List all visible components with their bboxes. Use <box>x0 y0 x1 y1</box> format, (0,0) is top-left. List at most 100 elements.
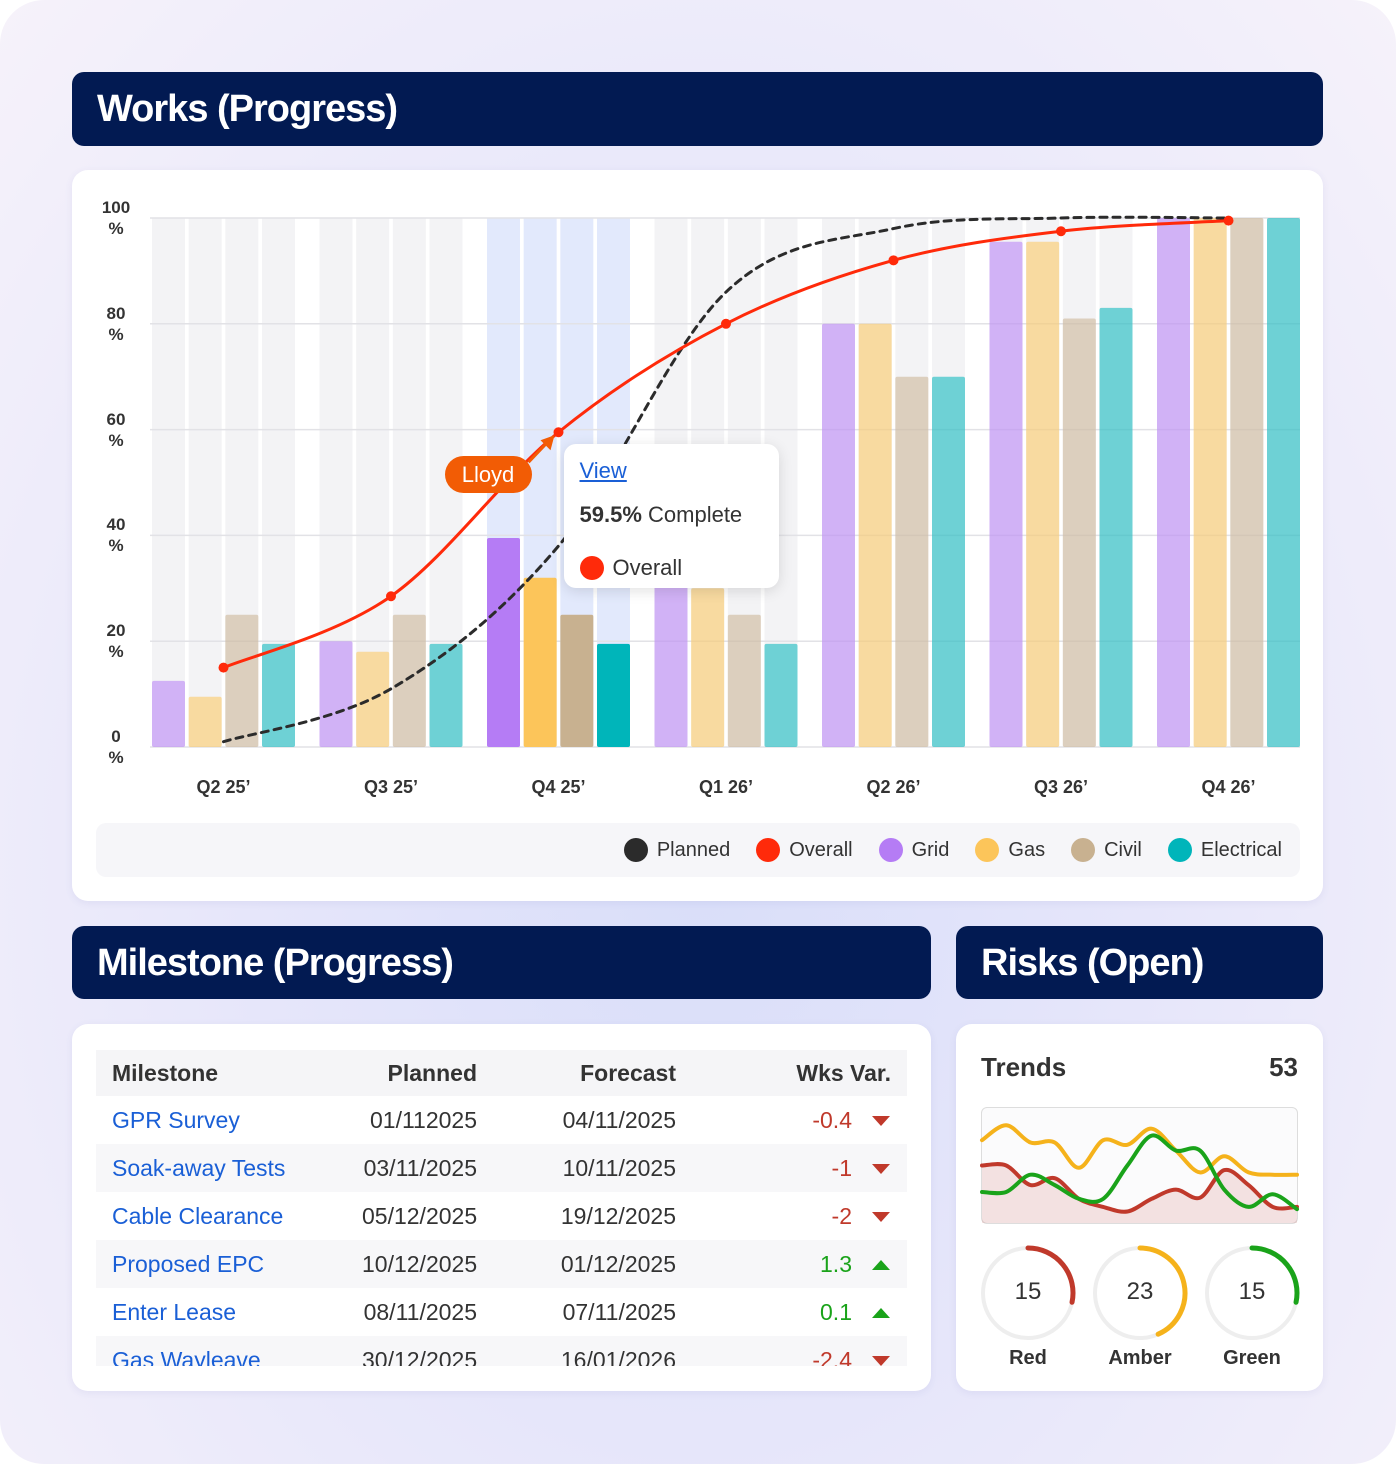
table-cell: Enter Lease <box>96 1288 346 1336</box>
gauge-value: 15 <box>1014 1278 1042 1305</box>
variance-arrow <box>852 1347 891 1367</box>
milestone-link[interactable]: Soak-away Tests <box>112 1154 286 1181</box>
cell-text: 07/11/2025 <box>562 1298 676 1325</box>
bar <box>654 577 688 747</box>
cell-text: 05/12/2025 <box>362 1202 478 1229</box>
annotation-arrowhead <box>540 435 555 451</box>
bar <box>1099 307 1133 747</box>
bar <box>319 641 353 747</box>
bar <box>597 643 630 747</box>
trends-title: Trends <box>981 1052 1067 1082</box>
table-cell: 01/112025 <box>346 1096 493 1144</box>
table-cell: 10/11/2025 <box>493 1144 692 1192</box>
table-cell: 05/12/2025 <box>346 1192 493 1240</box>
gauge-label: Amber <box>1108 1347 1172 1369</box>
legend-item: Overall <box>756 838 853 862</box>
legend: Planned Overall Grid Gas Civil Electrical <box>96 823 1300 877</box>
cell-text: 30/12/2025 <box>362 1346 478 1367</box>
table-cell: -2 <box>692 1192 907 1240</box>
tooltip-link[interactable]: View <box>579 458 627 484</box>
table-cell: 1.3 <box>692 1240 907 1288</box>
bar <box>152 680 185 747</box>
section-title: Risks (Open) <box>956 926 1323 999</box>
y-tick-label: 0 % <box>108 727 124 767</box>
trends-total: 53 <box>1269 1052 1298 1082</box>
legend-label: Electrical <box>1200 838 1282 861</box>
milestone-link[interactable]: GPR Survey <box>112 1106 240 1133</box>
point <box>386 591 396 602</box>
legend-item: Civil <box>1071 838 1142 862</box>
section-title: Milestone (Progress) <box>72 926 931 999</box>
x-tick-label: Q2 25’ <box>196 777 250 797</box>
variance: 1.3 <box>820 1250 852 1277</box>
cell-text: 19/12/2025 <box>560 1202 676 1229</box>
cell-text: 03/11/2025 <box>363 1154 477 1181</box>
point <box>553 427 564 438</box>
legend-label: Civil <box>1104 838 1142 861</box>
cell-text: 10/11/2025 <box>562 1154 676 1181</box>
bar <box>487 538 520 747</box>
milestone-link[interactable]: Cable Clearance <box>112 1202 284 1229</box>
milestone-table: Milestone Planned Forecast Wks Var. GPR Surv… <box>96 1050 907 1366</box>
variance-arrow <box>852 1251 891 1278</box>
table-cell: Cable Clearance <box>96 1192 346 1240</box>
variance-arrow <box>852 1107 891 1134</box>
table-row: Cable Clearance 05/12/2025 19/12/2025 -2 <box>96 1192 907 1240</box>
column-header: Milestone <box>96 1050 346 1096</box>
legend-label: Grid <box>911 838 950 861</box>
y-tick-label: 80 % <box>106 303 126 344</box>
y-tick-label: 40 % <box>106 515 126 556</box>
legend-item: Grid <box>878 838 950 862</box>
arrow <box>872 1163 890 1174</box>
column-header: Wks Var. <box>692 1050 907 1096</box>
annotation: Lloyd <box>444 456 532 494</box>
bar <box>1267 218 1300 747</box>
legend-item: Gas <box>975 838 1045 862</box>
bar <box>1026 241 1060 747</box>
table-row: GPR Survey 01/112025 04/11/2025 -0.4 <box>96 1096 907 1144</box>
table-cell: -1 <box>692 1144 907 1192</box>
series-line <box>980 1123 1299 1177</box>
table-cell: Proposed EPC <box>96 1240 346 1288</box>
arrow-icon <box>872 1115 890 1126</box>
milestone-link[interactable]: Proposed EPC <box>112 1250 265 1277</box>
variance: 0.1 <box>820 1298 852 1325</box>
cell-text: 01/112025 <box>369 1106 477 1133</box>
y-tick-label: 100 % <box>101 198 131 238</box>
legend-swatch <box>1167 838 1192 862</box>
table-cell: 04/11/2025 <box>493 1096 692 1144</box>
gauge-label: Red <box>1009 1347 1047 1369</box>
series-line <box>980 1133 1299 1212</box>
bar <box>895 376 929 747</box>
legend-item: Planned <box>623 838 730 862</box>
cell-text: 04/11/2025 <box>562 1106 676 1133</box>
bar <box>225 614 259 747</box>
cell-text: 10/12/2025 <box>362 1250 478 1277</box>
bar <box>188 696 222 747</box>
bar <box>523 577 557 747</box>
legend-swatch <box>975 838 1000 862</box>
milestone-link[interactable]: Enter Lease <box>112 1298 237 1325</box>
bar-slot <box>152 218 185 747</box>
bar <box>1062 318 1096 747</box>
series-line <box>980 1162 1299 1214</box>
table-row: Gas Wayleave 30/12/2025 16/01/2026 -2.4 <box>96 1336 907 1366</box>
milestone-link[interactable]: Gas Wayleave <box>112 1346 261 1367</box>
legend-swatch <box>1071 838 1096 862</box>
table-cell: GPR Survey <box>96 1096 346 1144</box>
tooltip-text: Complete <box>648 502 743 528</box>
table: Milestone Planned Forecast Wks Var. GPR Surv… <box>96 1050 907 1366</box>
variance: -2.4 <box>812 1346 852 1367</box>
bar <box>932 376 965 747</box>
legend-label: Gas <box>1008 838 1046 861</box>
variance: -1 <box>831 1154 852 1181</box>
y-tick-label: 60 % <box>106 409 126 450</box>
cell-text: 01/12/2025 <box>560 1250 676 1277</box>
legend-swatch <box>878 838 903 862</box>
tooltip-value-label: 59.5% <box>579 502 642 528</box>
variance-arrow <box>852 1203 891 1230</box>
table-row: Proposed EPC 10/12/2025 01/12/2025 1.3 <box>96 1240 907 1288</box>
bar <box>764 643 798 747</box>
arrow-icon <box>872 1163 890 1174</box>
arrow <box>872 1355 890 1366</box>
